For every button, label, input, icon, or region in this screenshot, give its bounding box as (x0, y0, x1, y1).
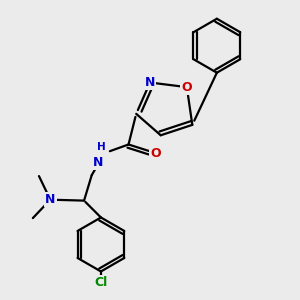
Text: N: N (45, 193, 56, 206)
Text: Cl: Cl (94, 276, 108, 289)
Text: O: O (182, 81, 192, 94)
Text: H: H (98, 142, 106, 152)
Text: N: N (145, 76, 155, 89)
Text: N: N (93, 155, 103, 169)
Text: O: O (150, 147, 161, 160)
